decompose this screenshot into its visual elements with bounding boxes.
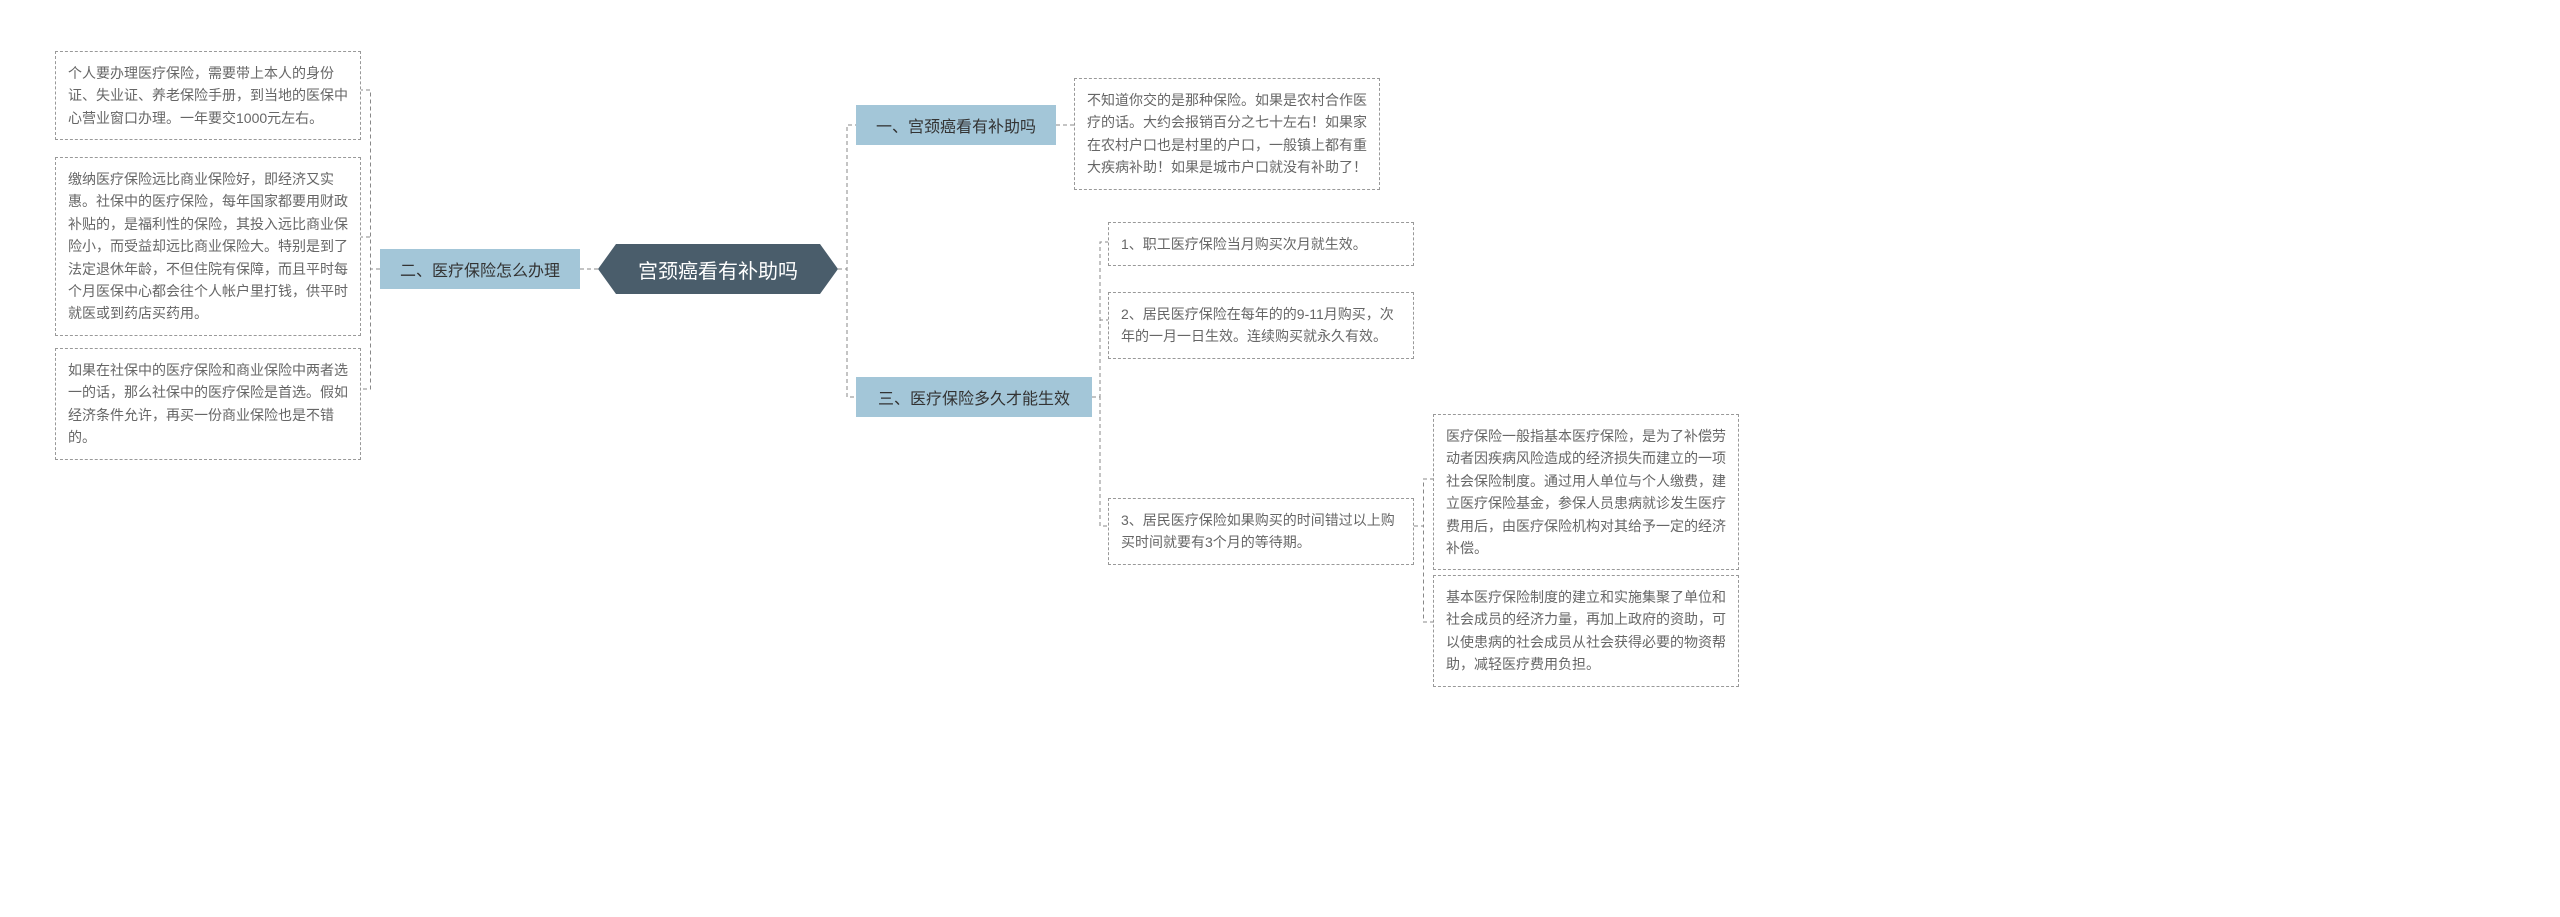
leaf-text: 基本医疗保险制度的建立和实施集聚了单位和社会成员的经济力量，再加上政府的资助，可…: [1446, 586, 1726, 676]
branch-3-leaf-1: 1、职工医疗保险当月购买次月就生效。: [1108, 222, 1414, 266]
leaf-text: 不知道你交的是那种保险。如果是农村合作医疗的话。大约会报销百分之七十左右！如果家…: [1087, 89, 1367, 179]
branch-3-leaf-3-sub-b: 基本医疗保险制度的建立和实施集聚了单位和社会成员的经济力量，再加上政府的资助，可…: [1433, 575, 1739, 687]
leaf-text: 2、居民医疗保险在每年的的9-11月购买，次年的一月一日生效。连续购买就永久有效…: [1121, 303, 1401, 348]
branch-1-label: 一、宫颈癌看有补助吗: [876, 113, 1036, 137]
branch-2-label: 二、医疗保险怎么办理: [400, 257, 560, 281]
leaf-text: 缴纳医疗保险远比商业保险好，即经济又实惠。社保中的医疗保险，每年国家都要用财政补…: [68, 168, 348, 325]
branch-3-label: 三、医疗保险多久才能生效: [878, 385, 1070, 409]
root-node: 宫颈癌看有补助吗: [598, 244, 838, 294]
leaf-text: 个人要办理医疗保险，需要带上本人的身份证、失业证、养老保险手册，到当地的医保中心…: [68, 62, 348, 129]
branch-2-leaf-3: 如果在社保中的医疗保险和商业保险中两者选一的话，那么社保中的医疗保险是首选。假如…: [55, 348, 361, 460]
branch-3: 三、医疗保险多久才能生效: [856, 377, 1092, 417]
leaf-text: 1、职工医疗保险当月购买次月就生效。: [1121, 233, 1367, 255]
leaf-text: 医疗保险一般指基本医疗保险，是为了补偿劳动者因疾病风险造成的经济损失而建立的一项…: [1446, 425, 1726, 559]
branch-3-leaf-2: 2、居民医疗保险在每年的的9-11月购买，次年的一月一日生效。连续购买就永久有效…: [1108, 292, 1414, 359]
branch-2: 二、医疗保险怎么办理: [380, 249, 580, 289]
branch-2-leaf-2: 缴纳医疗保险远比商业保险好，即经济又实惠。社保中的医疗保险，每年国家都要用财政补…: [55, 157, 361, 336]
branch-3-leaf-3: 3、居民医疗保险如果购买的时间错过以上购买时间就要有3个月的等待期。: [1108, 498, 1414, 565]
leaf-text: 如果在社保中的医疗保险和商业保险中两者选一的话，那么社保中的医疗保险是首选。假如…: [68, 359, 348, 449]
mindmap-stage: 宫颈癌看有补助吗 二、医疗保险怎么办理 个人要办理医疗保险，需要带上本人的身份证…: [0, 0, 2560, 917]
branch-3-leaf-3-sub-a: 医疗保险一般指基本医疗保险，是为了补偿劳动者因疾病风险造成的经济损失而建立的一项…: [1433, 414, 1739, 570]
root-label: 宫颈癌看有补助吗: [638, 255, 798, 284]
branch-2-leaf-1: 个人要办理医疗保险，需要带上本人的身份证、失业证、养老保险手册，到当地的医保中心…: [55, 51, 361, 140]
branch-1-leaf-1: 不知道你交的是那种保险。如果是农村合作医疗的话。大约会报销百分之七十左右！如果家…: [1074, 78, 1380, 190]
branch-1: 一、宫颈癌看有补助吗: [856, 105, 1056, 145]
leaf-text: 3、居民医疗保险如果购买的时间错过以上购买时间就要有3个月的等待期。: [1121, 509, 1401, 554]
